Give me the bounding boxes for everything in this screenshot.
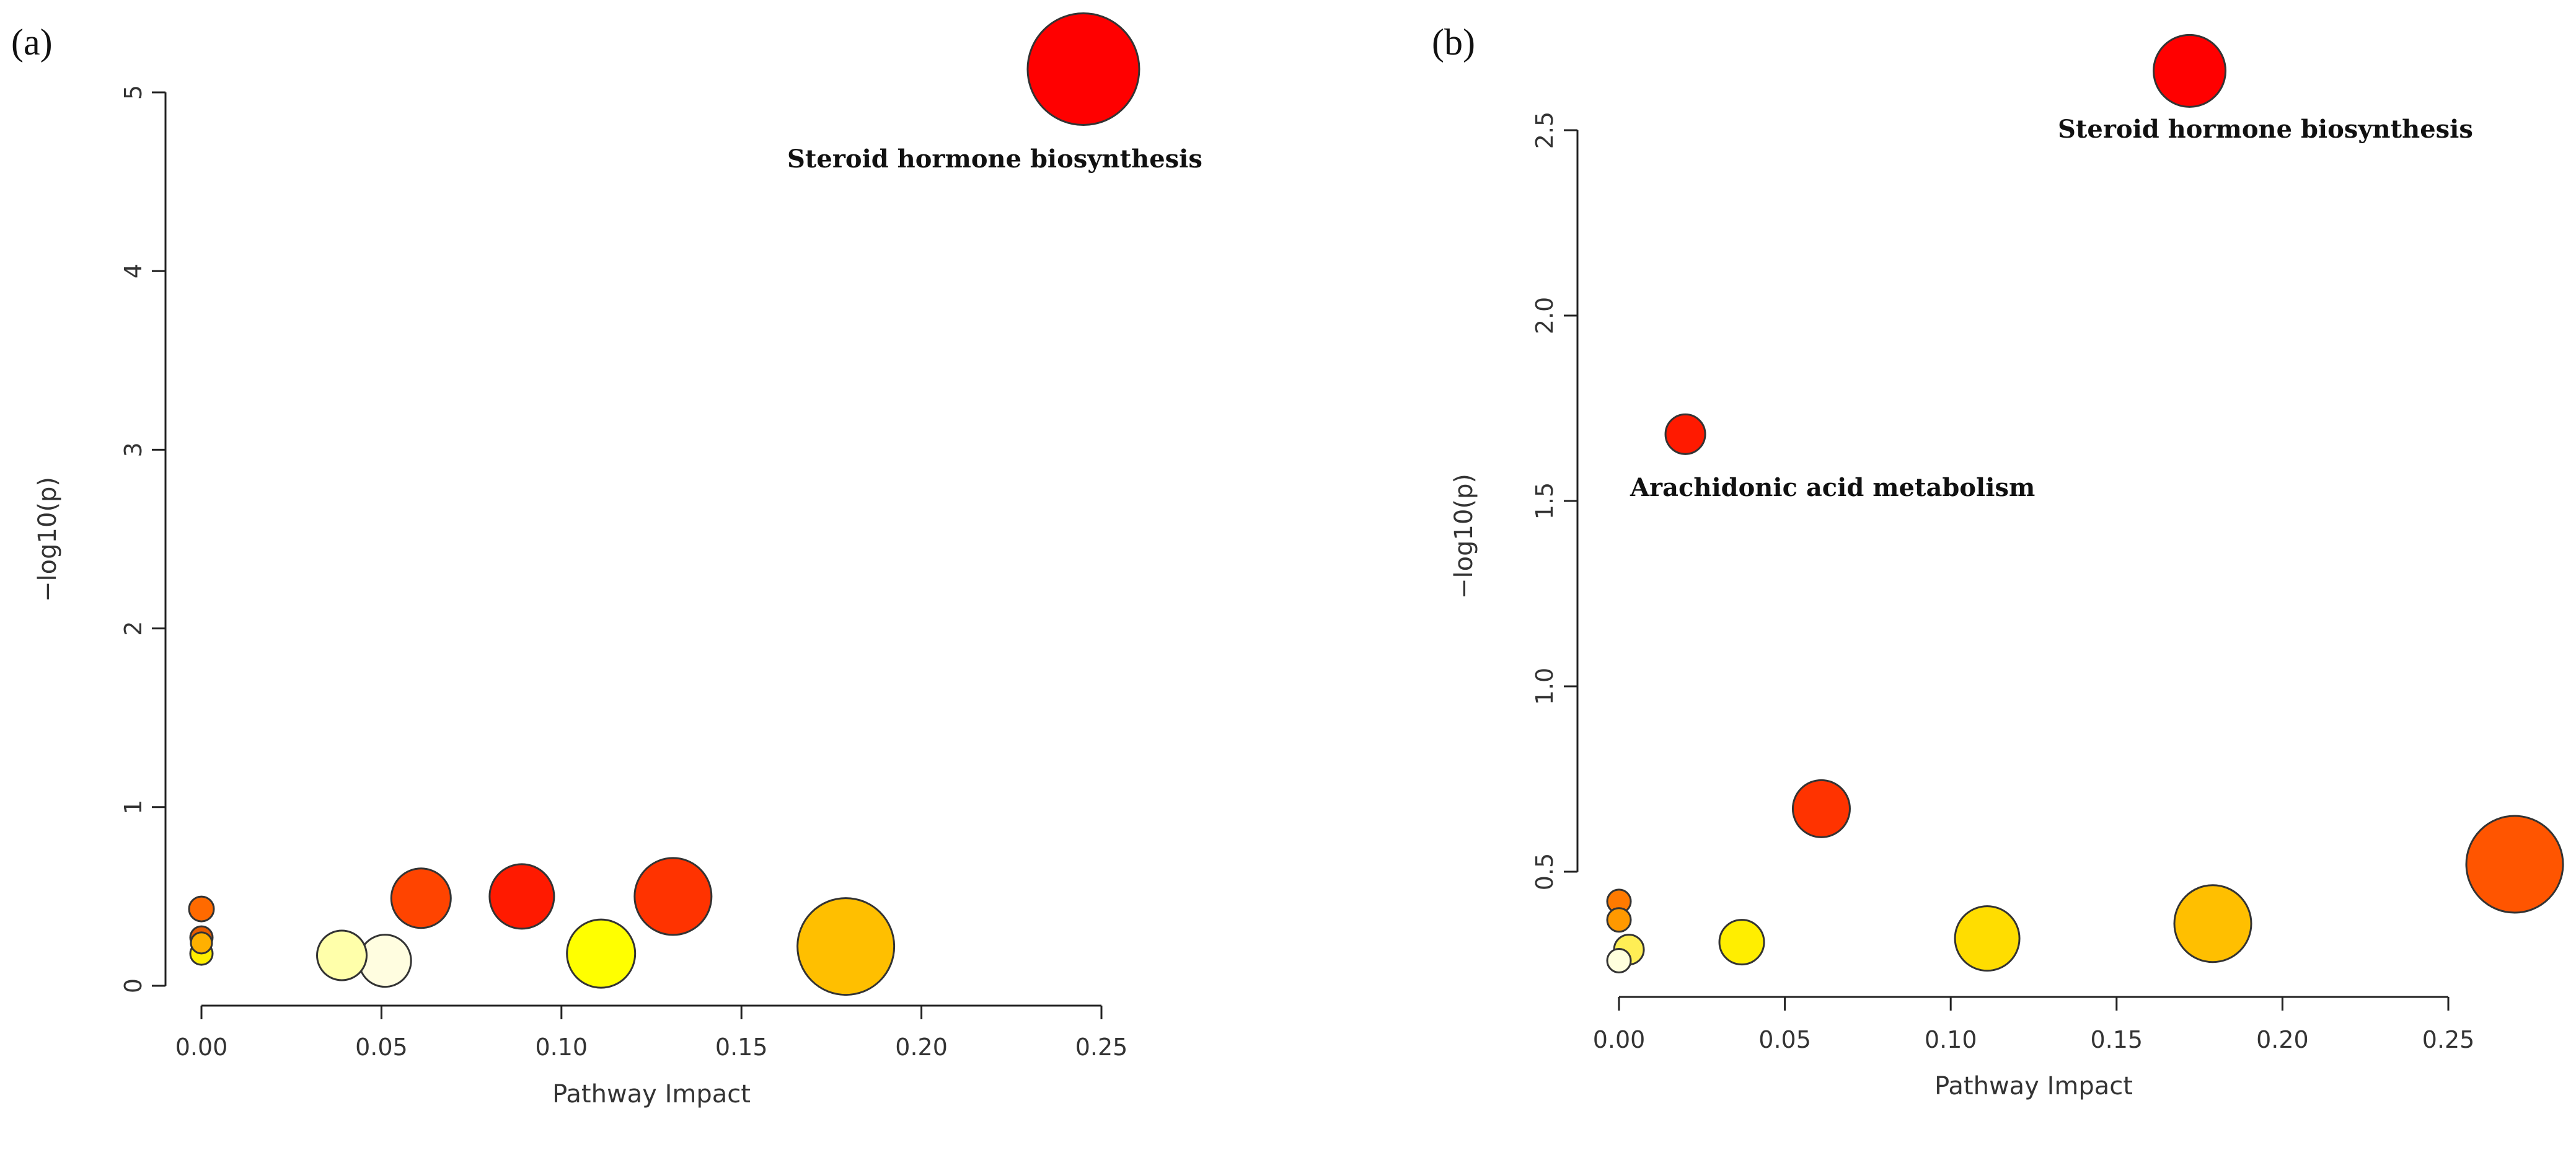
panel-a: (a) 0 1 2 3 4 5 0.00 0.05 0.10 0.15 0.20 0.25 Path… <box>11 12 1202 1109</box>
y-tick-label: 1.5 <box>1531 482 1558 520</box>
y-tick-label: 3 <box>120 442 147 457</box>
x-tick-label: 0.20 <box>895 1034 948 1061</box>
data-point <box>2153 33 2227 108</box>
data-point <box>2465 815 2564 914</box>
x-tick-label: 0.10 <box>535 1034 588 1061</box>
x-tick-label: 0.20 <box>2256 1026 2309 1053</box>
panel-a-x-ticks: 0.00 0.05 0.10 0.15 0.20 0.25 <box>175 1006 1128 1061</box>
panel-b-points <box>1606 33 2564 974</box>
data-point <box>633 857 713 936</box>
panel-a-label: (a) <box>11 22 53 63</box>
x-tick-label: 0.00 <box>1593 1026 1646 1053</box>
data-point <box>488 863 555 930</box>
panel-b-label: (b) <box>1432 22 1475 63</box>
y-tick-label: 2.5 <box>1531 112 1558 149</box>
data-point <box>1954 905 2021 972</box>
data-point <box>188 895 215 923</box>
y-tick-label: 1 <box>120 800 147 815</box>
data-point <box>796 897 896 996</box>
panel-b: (b) 0.5 1.0 1.5 2.0 2.5 0.00 0.05 0.10 0.15 0.20… <box>1432 22 2564 1100</box>
data-point <box>2173 884 2252 963</box>
y-tick-label: 0.5 <box>1531 853 1558 890</box>
panel-a-annotation-steroid: Steroid hormone biosynthesis <box>787 144 1202 174</box>
data-point <box>190 931 213 955</box>
panel-b-y-title: −log10(p) <box>1450 474 1478 599</box>
x-tick-label: 0.15 <box>2090 1026 2143 1053</box>
panel-b-y-ticks: 0.5 1.0 1.5 2.0 2.5 <box>1531 112 1577 890</box>
x-tick-label: 0.25 <box>1075 1034 1128 1061</box>
x-tick-label: 0.15 <box>715 1034 768 1061</box>
y-tick-label: 5 <box>120 85 147 100</box>
data-point <box>566 918 637 989</box>
data-point <box>1791 779 1851 838</box>
y-tick-label: 1.0 <box>1531 668 1558 705</box>
y-tick-label: 4 <box>120 263 147 278</box>
x-tick-label: 0.00 <box>175 1034 228 1061</box>
panel-a-y-title: −log10(p) <box>33 477 62 602</box>
x-tick-label: 0.10 <box>1925 1026 1977 1053</box>
panel-b-x-ticks: 0.00 0.05 0.10 0.15 0.20 0.25 <box>1593 997 2475 1053</box>
panel-a-points <box>188 12 1140 996</box>
data-point <box>1606 948 1632 974</box>
panel-b-annotation-arachidonic: Arachidonic acid metabolism <box>1630 473 2035 502</box>
panel-a-y-ticks: 0 1 2 3 4 5 <box>120 85 165 993</box>
y-tick-label: 0 <box>120 978 147 993</box>
data-point <box>1026 12 1140 126</box>
data-point <box>1718 919 1765 966</box>
data-point <box>390 867 452 929</box>
y-tick-label: 2 <box>120 621 147 636</box>
x-tick-label: 0.25 <box>2422 1026 2475 1053</box>
x-tick-label: 0.05 <box>355 1034 408 1061</box>
panel-b-annotation-steroid: Steroid hormone biosynthesis <box>2058 115 2473 144</box>
x-tick-label: 0.05 <box>1758 1026 1811 1053</box>
data-point <box>1664 413 1706 455</box>
panel-b-x-title: Pathway Impact <box>1934 1072 2133 1100</box>
y-tick-label: 2.0 <box>1531 297 1558 334</box>
data-point <box>316 929 368 981</box>
panel-a-x-title: Pathway Impact <box>552 1080 751 1109</box>
data-point <box>1606 907 1632 933</box>
